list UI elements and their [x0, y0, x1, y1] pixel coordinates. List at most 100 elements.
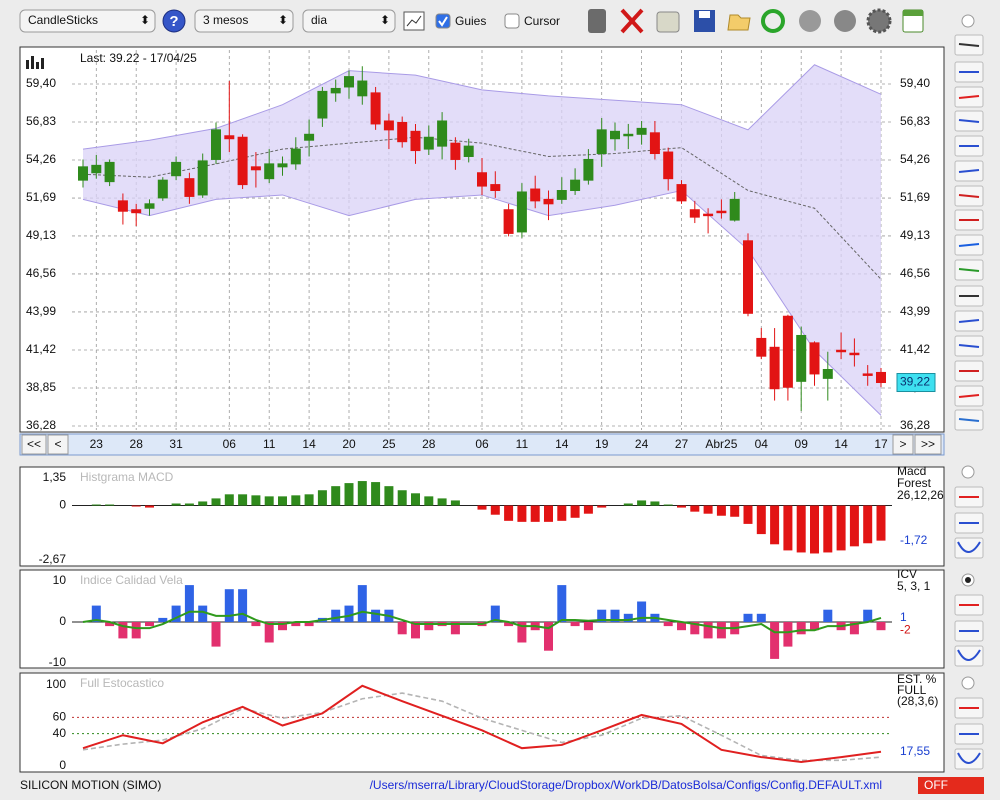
candle-body — [131, 209, 142, 214]
x-tick-label: 14 — [555, 437, 569, 451]
y-tick-label-right: 59,40 — [900, 76, 930, 90]
candle-body — [716, 210, 727, 214]
nav-button[interactable] — [47, 434, 69, 455]
candle-body — [729, 198, 740, 221]
chart-icon-line — [406, 15, 422, 27]
side-tool-glyph — [958, 418, 980, 422]
mode-label: OFF — [924, 778, 948, 792]
candle-body — [184, 178, 195, 197]
bar — [238, 589, 248, 622]
nav-button[interactable] — [892, 434, 914, 455]
x-tick-label: 14 — [834, 437, 848, 451]
bar — [810, 505, 819, 554]
open-icon[interactable] — [727, 14, 751, 31]
legend-text: EST. % — [897, 672, 937, 686]
tool-icons — [588, 8, 975, 34]
bar — [823, 609, 833, 622]
delete-icon[interactable] — [620, 8, 644, 34]
config-path[interactable]: /Users/mserra/Library/CloudStorage/Dropb… — [370, 778, 882, 792]
y-tick-label-right: 43,99 — [900, 304, 930, 318]
candle-body — [649, 132, 660, 155]
bar — [703, 505, 713, 514]
panel-tool[interactable] — [954, 748, 984, 770]
candle-body — [703, 213, 714, 217]
bar — [570, 622, 580, 627]
nav-button[interactable] — [914, 434, 942, 455]
bar — [796, 622, 806, 635]
mode-toggle[interactable] — [918, 777, 984, 794]
legend-text: ICV — [897, 567, 917, 581]
candle-body — [583, 158, 594, 181]
radio[interactable] — [961, 465, 975, 479]
candle-body — [410, 130, 421, 152]
y-tick-label: 49,13 — [26, 228, 56, 242]
bar — [238, 494, 248, 506]
trash-icon[interactable] — [588, 9, 606, 33]
candle-body — [503, 209, 514, 234]
dollar-icon[interactable] — [799, 10, 821, 32]
candle-body — [383, 120, 394, 131]
bar — [557, 585, 567, 622]
candle-body — [423, 136, 434, 150]
bar — [158, 617, 168, 622]
stoch-line — [82, 692, 882, 762]
bar — [331, 609, 341, 622]
x-tick-label: 27 — [675, 437, 689, 451]
candle-body — [556, 190, 567, 200]
candle-body — [171, 161, 182, 177]
bar — [437, 498, 447, 506]
bar — [743, 613, 753, 622]
bar — [91, 605, 101, 622]
bar — [570, 505, 580, 518]
bar — [198, 605, 208, 622]
candle-body — [782, 315, 793, 388]
bar — [251, 622, 261, 627]
bar — [331, 486, 341, 506]
radio[interactable] — [961, 676, 975, 690]
bar — [583, 505, 593, 514]
nav-label: >> — [921, 437, 935, 451]
icon-part — [41, 58, 44, 69]
checkbox[interactable] — [504, 13, 520, 29]
bar — [690, 622, 700, 635]
help-button[interactable] — [162, 9, 186, 33]
panel-tool[interactable] — [954, 537, 984, 559]
print-icon[interactable] — [656, 11, 680, 33]
checkbox[interactable] — [435, 13, 451, 29]
bar — [716, 505, 726, 516]
bar — [304, 622, 314, 627]
chart-type-select[interactable] — [19, 9, 156, 33]
euro-icon[interactable] — [834, 10, 856, 32]
bar — [544, 622, 553, 651]
interval-select[interactable] — [302, 9, 396, 33]
side-tool-glyph — [958, 319, 980, 323]
nav-button[interactable] — [21, 434, 47, 455]
legend-text: 5, 3, 1 — [897, 579, 931, 593]
period-select[interactable] — [194, 9, 294, 33]
bar — [145, 622, 154, 627]
side-tool-glyph — [958, 394, 980, 398]
bar — [264, 496, 274, 506]
bar — [756, 505, 766, 535]
bar — [690, 505, 700, 512]
bar — [756, 613, 766, 622]
y-tick-label-right: 49,13 — [900, 228, 930, 242]
bar — [610, 609, 620, 622]
candle-body — [862, 373, 873, 376]
candle-body — [623, 133, 634, 137]
y-tick-label-right: 46,56 — [900, 266, 930, 280]
radio[interactable] — [961, 14, 975, 28]
candle-body — [689, 209, 700, 218]
bar — [810, 622, 819, 631]
bar — [304, 494, 314, 506]
side-tool-glyph — [958, 169, 980, 173]
x-tick-label: 17 — [874, 437, 888, 451]
settings-icon[interactable] — [866, 8, 892, 34]
refresh-icon[interactable] — [761, 9, 785, 33]
y-tick-label: 43,99 — [26, 304, 56, 318]
panel-tool[interactable] — [954, 645, 984, 667]
y-tick-label: 1,35 — [43, 470, 67, 484]
candle-body — [809, 342, 820, 375]
candle-body — [104, 161, 115, 183]
